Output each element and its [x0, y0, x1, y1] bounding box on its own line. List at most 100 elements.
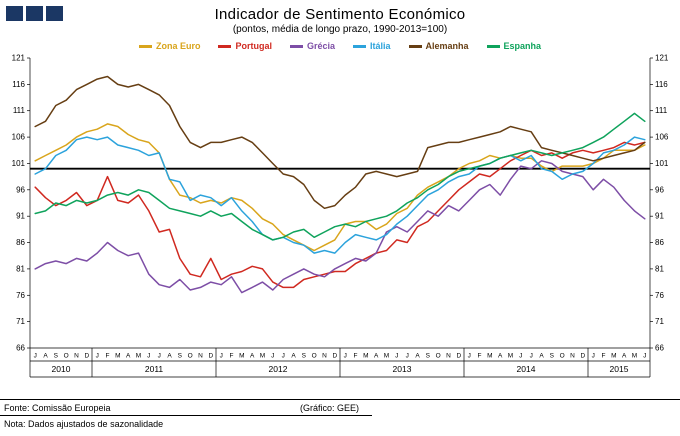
svg-text:116: 116	[12, 80, 25, 89]
svg-text:71: 71	[16, 317, 25, 326]
svg-text:N: N	[322, 353, 327, 360]
logo-square	[6, 6, 23, 21]
svg-text:71: 71	[655, 317, 664, 326]
svg-text:A: A	[126, 353, 131, 360]
svg-text:J: J	[271, 353, 274, 360]
svg-text:J: J	[643, 353, 646, 360]
legend-swatch	[353, 44, 366, 48]
legend-item: Zona Euro	[138, 41, 201, 51]
svg-text:F: F	[602, 353, 606, 360]
svg-text:91: 91	[16, 212, 25, 221]
svg-text:M: M	[384, 353, 389, 360]
legend-item: Alemanha	[408, 41, 469, 51]
title-block: Indicador de Sentimento Económico (ponto…	[0, 6, 680, 35]
source-note: Fonte: Comissão Europeia	[4, 403, 111, 413]
svg-text:J: J	[282, 353, 285, 360]
svg-text:A: A	[167, 353, 172, 360]
svg-text:66: 66	[16, 344, 25, 353]
svg-text:N: N	[74, 353, 79, 360]
svg-text:O: O	[436, 353, 441, 360]
logo-square	[46, 6, 63, 21]
chart-title: Indicador de Sentimento Económico	[214, 6, 466, 23]
svg-text:M: M	[363, 353, 368, 360]
svg-text:J: J	[158, 353, 161, 360]
svg-text:66: 66	[655, 344, 664, 353]
svg-text:J: J	[406, 353, 409, 360]
legend-label: Zona Euro	[155, 41, 201, 51]
svg-text:111: 111	[13, 106, 26, 115]
svg-text:A: A	[622, 353, 627, 360]
svg-text:J: J	[530, 353, 533, 360]
svg-text:81: 81	[655, 264, 664, 273]
svg-text:S: S	[54, 353, 59, 360]
svg-text:D: D	[208, 353, 213, 360]
svg-text:D: D	[456, 353, 461, 360]
legend-label: Portugal	[235, 41, 272, 51]
svg-text:J: J	[395, 353, 398, 360]
svg-text:S: S	[178, 353, 183, 360]
svg-text:M: M	[136, 353, 141, 360]
svg-text:M: M	[260, 353, 265, 360]
svg-text:M: M	[508, 353, 513, 360]
footer-divider	[0, 415, 372, 416]
svg-text:O: O	[312, 353, 317, 360]
legend-label: Espanha	[503, 41, 542, 51]
svg-text:J: J	[519, 353, 522, 360]
legend-label: Itália	[370, 41, 391, 51]
svg-text:F: F	[478, 353, 482, 360]
svg-text:101: 101	[655, 159, 669, 168]
svg-text:A: A	[43, 353, 48, 360]
legend-label: Grécia	[306, 41, 335, 51]
svg-text:S: S	[426, 353, 431, 360]
svg-text:111: 111	[655, 106, 668, 115]
svg-text:O: O	[188, 353, 193, 360]
svg-text:M: M	[611, 353, 616, 360]
svg-text:A: A	[539, 353, 544, 360]
svg-text:A: A	[250, 353, 255, 360]
footer: Fonte: Comissão Europeia (Gráfico: GEE) …	[0, 399, 680, 432]
sentiment-chart: 66 66 71 71 76 76 81 81 86 86 91 91 96 96 101 101 106 106…	[12, 54, 669, 378]
svg-text:121: 121	[12, 54, 26, 63]
svg-text:106: 106	[655, 133, 669, 142]
svg-text:2015: 2015	[610, 364, 629, 374]
svg-text:A: A	[291, 353, 296, 360]
legend-item: Portugal	[218, 41, 272, 51]
svg-text:D: D	[84, 353, 89, 360]
svg-text:M: M	[632, 353, 637, 360]
svg-text:J: J	[468, 353, 471, 360]
svg-text:N: N	[198, 353, 203, 360]
credit-note: (Gráfico: GEE)	[300, 403, 360, 413]
svg-text:2010: 2010	[52, 364, 71, 374]
svg-text:121: 121	[655, 54, 669, 63]
svg-text:2014: 2014	[517, 364, 536, 374]
svg-text:86: 86	[655, 238, 664, 247]
seasonal-note: Nota: Dados ajustados de sazonalidade	[4, 419, 164, 429]
svg-text:A: A	[415, 353, 420, 360]
svg-text:F: F	[354, 353, 358, 360]
legend-item: Grécia	[289, 41, 335, 51]
svg-text:A: A	[498, 353, 503, 360]
legend-label: Alemanha	[425, 41, 469, 51]
svg-text:S: S	[550, 353, 555, 360]
svg-text:96: 96	[655, 185, 664, 194]
svg-text:F: F	[106, 353, 110, 360]
svg-text:M: M	[239, 353, 244, 360]
legend-swatch	[138, 44, 152, 48]
svg-text:2013: 2013	[393, 364, 412, 374]
svg-text:106: 106	[12, 133, 26, 142]
svg-text:J: J	[147, 353, 150, 360]
legend-swatch	[289, 44, 303, 48]
svg-text:N: N	[570, 353, 575, 360]
svg-text:J: J	[34, 353, 37, 360]
svg-text:N: N	[446, 353, 451, 360]
svg-text:76: 76	[16, 291, 25, 300]
svg-text:J: J	[220, 353, 223, 360]
svg-text:M: M	[115, 353, 120, 360]
svg-text:96: 96	[16, 185, 25, 194]
legend: Zona Euro Portugal Grécia Itália Alemanh…	[0, 41, 680, 51]
svg-text:J: J	[96, 353, 99, 360]
svg-text:81: 81	[16, 264, 25, 273]
svg-text:J: J	[592, 353, 595, 360]
svg-text:86: 86	[16, 238, 25, 247]
svg-text:101: 101	[12, 159, 26, 168]
